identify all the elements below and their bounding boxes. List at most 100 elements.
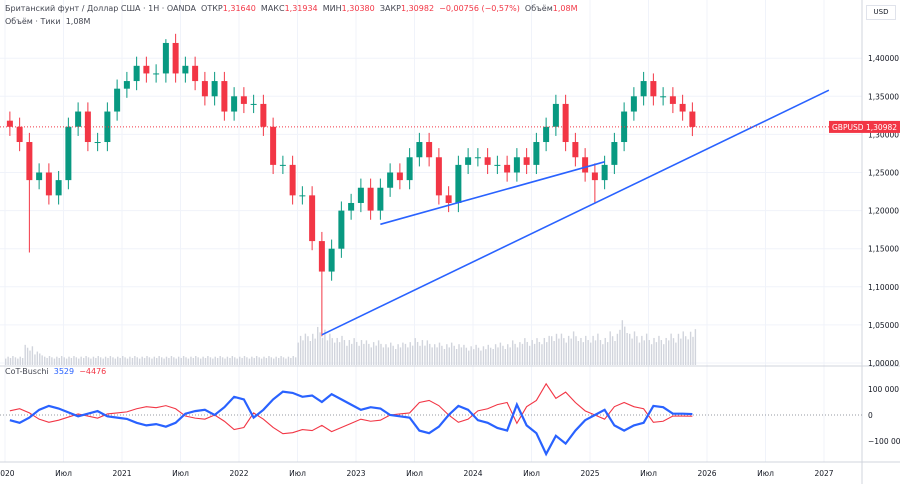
candle-body [455, 164, 462, 203]
volume-bar [146, 356, 148, 365]
volume-bar [195, 356, 197, 365]
candle-body [660, 96, 667, 98]
candle-body [689, 111, 696, 127]
volume-bar [241, 357, 243, 365]
cot-tick-label: 100 000 [868, 385, 899, 394]
volume-bar [477, 347, 480, 365]
price-tick-label: 1,20000 [868, 207, 899, 216]
candle-body [221, 81, 228, 112]
candle-body [474, 157, 481, 159]
time-tick-label: Июл [406, 469, 423, 478]
volume-bar [180, 357, 182, 365]
volume-bar [570, 338, 572, 365]
volume-bar [507, 344, 509, 365]
volume-bar [385, 344, 387, 365]
volume-bar [99, 357, 102, 365]
volume-bar [197, 357, 199, 365]
candle-body [533, 142, 540, 165]
volume-bar [575, 336, 577, 365]
volume-bar [136, 357, 138, 365]
currency-label[interactable]: USD [866, 5, 896, 20]
volume-bar [122, 356, 124, 365]
volume-bar [161, 357, 163, 365]
volume-bar [192, 357, 195, 365]
volume-bar [317, 326, 319, 365]
volume-bar [234, 357, 236, 365]
volume-bar [36, 351, 39, 365]
candle-body [494, 164, 501, 166]
candle-body [6, 120, 13, 127]
volume-bar [187, 358, 190, 365]
volume-bar [58, 357, 60, 365]
time-tick-label: 2025 [580, 469, 599, 478]
volume-bar [48, 356, 51, 365]
volume-bar [275, 356, 277, 365]
candle-body [650, 81, 657, 97]
cot-tick-label: −100 000 [868, 437, 900, 446]
volume-bar [285, 358, 287, 365]
volume-bar [655, 342, 658, 365]
volume-bar [558, 338, 560, 365]
volume-bar [624, 326, 626, 365]
volume-bar [114, 358, 117, 365]
volume-bar [41, 355, 43, 365]
volume-bar [404, 343, 407, 365]
high-label: МАКС [260, 4, 285, 13]
volume-bar [209, 357, 212, 365]
volume-indicator-name[interactable]: Объём · Тики [5, 17, 61, 26]
volume-bar [531, 340, 533, 365]
volume-bar [177, 356, 180, 365]
trendline [321, 89, 830, 336]
volume-bar [273, 358, 275, 365]
candle-body [318, 241, 325, 272]
volume-bar [204, 357, 207, 365]
symbol-title[interactable]: Британский фунт / Доллар США · 1H · OAND… [5, 4, 196, 13]
volume-bar [648, 340, 650, 365]
volume-bar [416, 341, 419, 365]
volume-bar [224, 358, 226, 365]
volume-bar [231, 356, 234, 365]
volume-bar [594, 340, 597, 365]
volume-bar [497, 347, 499, 365]
volume-bar [158, 356, 160, 365]
volume-bar [631, 338, 633, 365]
volume-bar [694, 329, 697, 365]
volume-bar [87, 357, 90, 365]
candle-body [231, 96, 238, 112]
volume-bar [392, 345, 394, 365]
volume-value: 1,08M [552, 4, 578, 13]
candle-body [289, 164, 296, 196]
volume-bar [95, 357, 97, 365]
volume-bar [260, 358, 263, 365]
volume-bar [258, 357, 260, 365]
volume-bar [134, 356, 136, 365]
cot-blue-value: 3529 [53, 367, 75, 376]
volume-bar [360, 340, 363, 365]
candle-body [406, 157, 413, 181]
time-tick-label: Июл [55, 469, 72, 478]
volume-bar [636, 336, 638, 365]
time-tick-label: 2021 [112, 469, 131, 478]
volume-bar [338, 342, 341, 365]
volume-bar [229, 357, 231, 365]
volume-bar [70, 357, 73, 365]
volume-bar [443, 349, 446, 365]
volume-bar [619, 329, 621, 365]
volume-bar [553, 341, 555, 365]
volume-bar [390, 342, 392, 365]
volume-bar [68, 356, 70, 365]
volume-bar [53, 358, 56, 365]
cot-indicator-name[interactable]: CoT-Buschi [5, 367, 49, 376]
volume-bar [546, 342, 548, 365]
volume-bar [658, 335, 660, 365]
volume-bar [675, 342, 677, 365]
time-tick-label: 2026 [697, 469, 716, 478]
volume-bar [248, 358, 251, 365]
volume-bar [31, 346, 34, 365]
volume-bar [280, 356, 282, 365]
candle-body [543, 126, 550, 143]
volume-bar [287, 356, 290, 365]
volume-bar [590, 342, 592, 365]
candle-body [630, 96, 637, 112]
